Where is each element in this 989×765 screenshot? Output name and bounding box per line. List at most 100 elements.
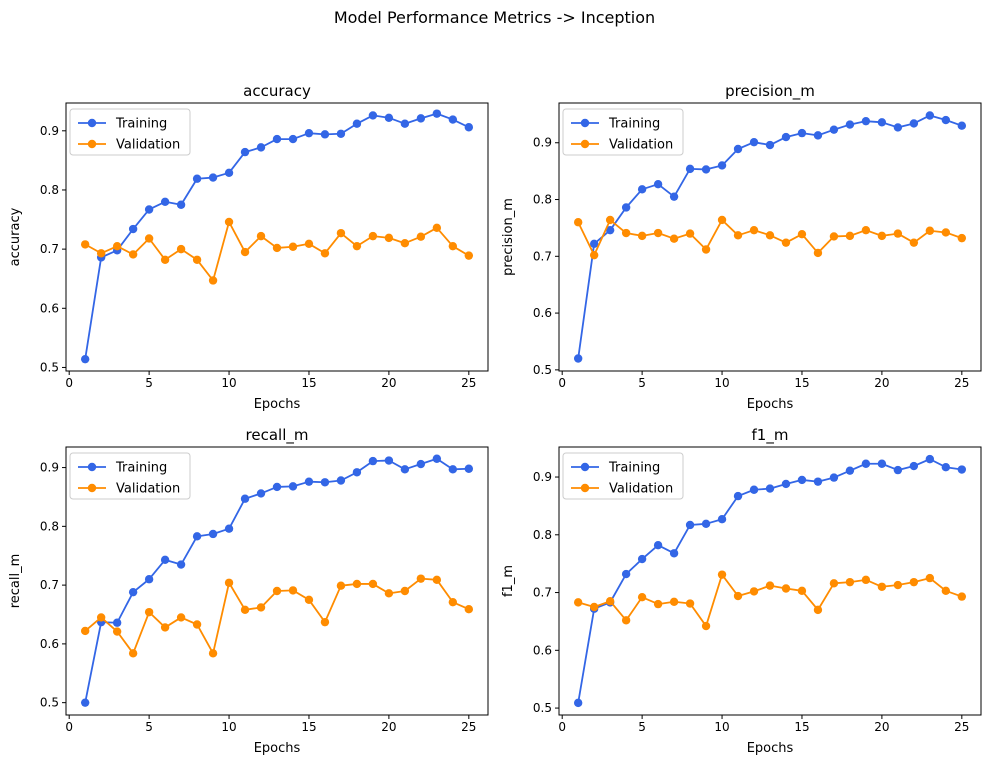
validation-point (669, 597, 679, 606)
training-point (845, 120, 855, 129)
validation-point (128, 649, 138, 658)
validation-point (304, 595, 314, 605)
training-point (240, 494, 250, 503)
validation-point (160, 623, 170, 632)
x-tick-label: 5 (638, 720, 646, 734)
validation-point (765, 581, 775, 590)
training-point (669, 192, 679, 201)
training-point (176, 200, 186, 209)
training-point (272, 134, 282, 144)
subplot-accuracy: accuracy 0 5 10 15 20 25 0.5 0.6 0.7 0.8 0.9 Epochs a… (8, 82, 489, 412)
y-tick-label: 0.5 (533, 701, 552, 715)
x-tick-label: 0 (65, 720, 73, 734)
y-tick-label: 0.6 (40, 301, 59, 315)
legend-label-validation: Validation (609, 482, 673, 497)
training-point (701, 519, 711, 529)
validation-point (717, 215, 727, 225)
training-point (416, 114, 426, 123)
subplot-title: recall_m (246, 426, 309, 445)
training-point (573, 698, 583, 708)
training-point (893, 123, 903, 132)
validation-point (304, 239, 314, 249)
training-point (416, 459, 426, 469)
training-point (304, 128, 314, 138)
validation-point (432, 223, 442, 233)
validation-point (845, 231, 855, 241)
x-tick-label: 15 (301, 720, 316, 734)
validation-point (749, 587, 759, 596)
x-tick-label: 10 (714, 376, 729, 390)
validation-point (669, 234, 679, 243)
training-point (288, 134, 298, 144)
training-point (861, 116, 871, 126)
training-point (733, 144, 743, 154)
training-point (176, 560, 186, 569)
legend-marker-validation (87, 483, 97, 493)
training-point (941, 115, 951, 125)
axes-frame (558, 102, 982, 372)
validation-point (749, 225, 759, 235)
validation-point (224, 578, 234, 587)
training-point (925, 454, 935, 464)
training-point (432, 454, 442, 463)
validation-point (925, 226, 935, 235)
x-tick-label: 25 (461, 376, 476, 390)
training-point (320, 478, 330, 487)
validation-point (176, 613, 186, 622)
validation-point (80, 240, 90, 249)
training-point (368, 456, 378, 466)
training-point (208, 173, 218, 182)
figure-title: Model Performance Metrics -> Inception (334, 8, 655, 27)
training-point (717, 161, 727, 170)
validation-point (941, 228, 951, 237)
legend-label-validation: Validation (116, 482, 180, 497)
validation-point (144, 607, 154, 617)
x-axis-label: Epochs (254, 397, 301, 412)
training-point (893, 465, 903, 475)
training-point (749, 485, 759, 494)
training-point (573, 354, 583, 363)
validation-point (448, 241, 458, 251)
x-tick-label: 15 (301, 376, 316, 390)
training-point (877, 118, 887, 127)
x-tick-label: 20 (381, 720, 396, 734)
validation-point (813, 248, 823, 258)
training-point (128, 224, 138, 234)
training-point (781, 479, 791, 489)
legend-marker-validation (87, 139, 97, 149)
training-point (448, 115, 458, 124)
y-tick-label: 0.5 (40, 696, 59, 710)
training-point (208, 529, 218, 539)
validation-point (957, 233, 967, 243)
training-point (384, 456, 394, 465)
training-point (637, 185, 647, 194)
training-point (128, 587, 138, 597)
training-point (400, 465, 410, 474)
training-point (813, 477, 823, 486)
training-point (925, 111, 935, 120)
training-point (621, 203, 631, 212)
x-tick-label: 5 (145, 376, 153, 390)
validation-point (653, 599, 663, 609)
x-tick-label: 0 (558, 376, 566, 390)
training-point (336, 476, 346, 485)
validation-point (432, 575, 442, 585)
validation-point (272, 586, 282, 596)
y-tick-label: 0.8 (533, 193, 552, 207)
training-point (717, 514, 727, 524)
training-point (304, 477, 314, 486)
x-tick-label: 0 (558, 720, 566, 734)
legend-marker-training (87, 118, 97, 128)
validation-point (448, 597, 458, 607)
validation-point (589, 250, 599, 260)
legend-marker-validation (580, 139, 590, 149)
training-point (829, 125, 839, 134)
validation-point (813, 605, 823, 615)
training-point (941, 463, 951, 472)
validation-point (128, 250, 138, 259)
training-point (144, 575, 154, 584)
x-tick-label: 20 (381, 376, 396, 390)
subplot-recall-m: recall_m 0 5 10 15 20 25 0.5 0.6 0.7 0.8 0.9 Epochs r… (8, 426, 489, 756)
validation-point (416, 232, 426, 241)
training-point (877, 459, 887, 468)
